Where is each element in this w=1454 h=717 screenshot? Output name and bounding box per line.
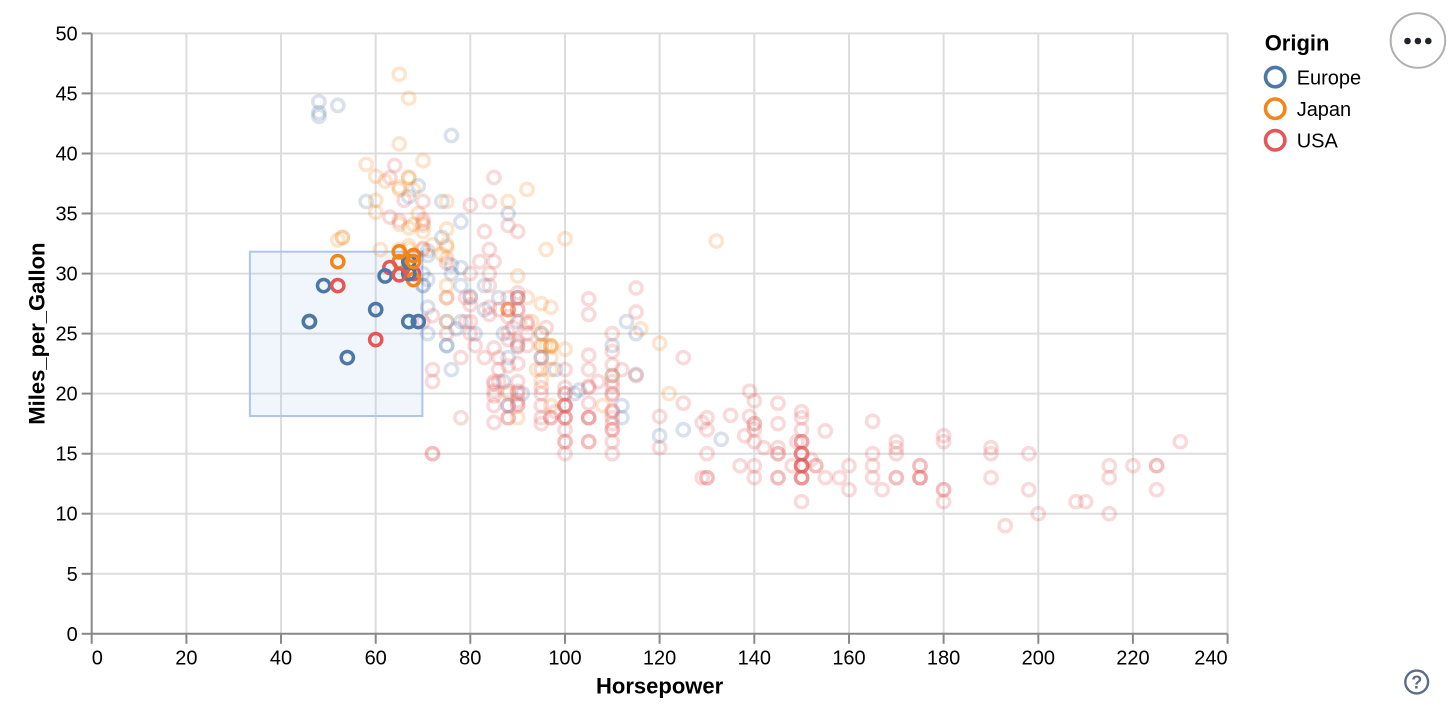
svg-text:30: 30	[55, 264, 77, 286]
svg-text:100: 100	[548, 648, 581, 670]
svg-text:0: 0	[67, 624, 78, 646]
svg-text:200: 200	[1022, 648, 1055, 670]
svg-text:0: 0	[92, 648, 103, 670]
svg-text:240: 240	[1194, 648, 1227, 670]
svg-text:50: 50	[55, 23, 77, 45]
svg-text:220: 220	[1116, 648, 1149, 670]
svg-text:25: 25	[55, 324, 77, 346]
svg-text:60: 60	[365, 648, 387, 670]
svg-text:15: 15	[55, 444, 77, 466]
svg-text:120: 120	[643, 648, 676, 670]
svg-text:140: 140	[738, 648, 771, 670]
svg-text:20: 20	[55, 384, 77, 406]
svg-text:40: 40	[55, 144, 77, 166]
svg-text:20: 20	[175, 648, 197, 670]
svg-text:Miles_per_Gallon: Miles_per_Gallon	[25, 243, 50, 425]
svg-text:Horsepower: Horsepower	[596, 674, 724, 699]
svg-text:80: 80	[459, 648, 481, 670]
svg-text:10: 10	[55, 504, 77, 526]
svg-text:5: 5	[67, 564, 78, 586]
svg-text:Japan: Japan	[1297, 99, 1352, 121]
svg-text:35: 35	[55, 204, 77, 226]
svg-text:?: ?	[1411, 673, 1422, 693]
svg-text:Origin: Origin	[1265, 31, 1330, 56]
svg-text:160: 160	[832, 648, 865, 670]
svg-text:Europe: Europe	[1297, 67, 1362, 89]
svg-text:45: 45	[55, 83, 77, 105]
svg-text:USA: USA	[1297, 131, 1339, 153]
svg-text:40: 40	[270, 648, 292, 670]
svg-text:180: 180	[927, 648, 960, 670]
